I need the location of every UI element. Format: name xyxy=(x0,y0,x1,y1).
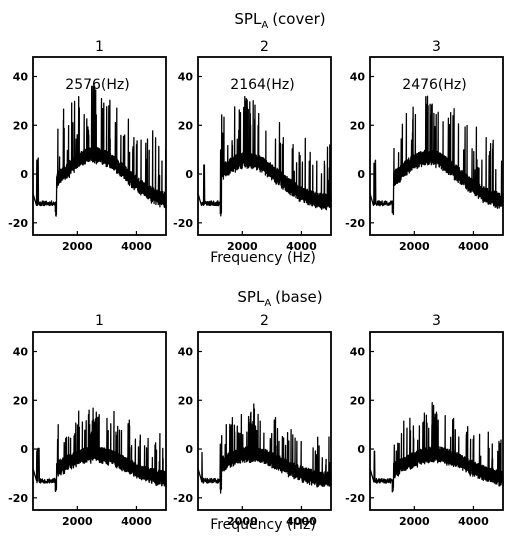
y-tick-label: 40 xyxy=(350,71,366,84)
plot-frame xyxy=(32,331,167,511)
peak-annotation: 2476(Hz) xyxy=(402,77,466,93)
y-tick-label: 20 xyxy=(178,394,194,407)
y-tick-label: 20 xyxy=(13,394,29,407)
group-title-main: SPL xyxy=(237,288,265,306)
x-tick-label: 2000 xyxy=(62,515,93,528)
y-tick-label: -20 xyxy=(173,217,193,230)
x-tick-label: 2000 xyxy=(62,240,93,253)
peak-annotation: 2576(Hz) xyxy=(65,77,129,93)
spectrum-panel: 3 40 20 0 -20 2000 4000 xyxy=(345,313,504,528)
peak-annotation: 2164(Hz) xyxy=(230,77,294,93)
x-tick-label: 4000 xyxy=(286,240,317,253)
y-tick-label: 40 xyxy=(13,346,29,359)
x-tick-label: 4000 xyxy=(121,240,152,253)
y-tick-label: 20 xyxy=(178,119,194,132)
panel-title: 2 xyxy=(260,313,269,329)
x-axis-label: Frequency (Hz) xyxy=(210,517,316,533)
y-tick-label: 0 xyxy=(357,168,365,181)
panel-title: 1 xyxy=(95,313,104,329)
spectrum-panel: 1 40 20 0 -20 2000 4000 2576(Hz) xyxy=(8,39,167,253)
x-tick-label: 4000 xyxy=(458,515,489,528)
x-tick-label: 2000 xyxy=(399,240,430,253)
group-title-suffix: (cover) xyxy=(272,10,325,28)
y-tick-label: 40 xyxy=(13,71,29,84)
y-tick-label: 40 xyxy=(350,346,366,359)
spectrum-trace xyxy=(197,95,332,217)
x-axis-label: Frequency (Hz) xyxy=(210,250,316,266)
y-tick-label: 20 xyxy=(350,119,366,132)
group-title-suffix: (base) xyxy=(275,288,322,306)
x-tick-label: 2000 xyxy=(399,515,430,528)
y-tick-label: 20 xyxy=(350,394,366,407)
plot-frame xyxy=(369,56,504,236)
spectrum-panel: 1 40 20 0 -20 2000 4000 xyxy=(8,313,167,528)
plot-frame xyxy=(32,56,167,236)
x-tick-label: 4000 xyxy=(458,240,489,253)
plot-frame xyxy=(369,331,504,511)
spectrum-trace xyxy=(369,402,504,493)
group-title-subscript: A xyxy=(264,298,271,309)
group-title: SPLA (base) xyxy=(237,288,322,309)
spectrum-trace xyxy=(369,95,504,216)
group-title-main: SPL xyxy=(234,10,262,28)
spectrum-panel: 2 40 20 0 -20 2000 4000 2164(Hz) xyxy=(173,39,332,253)
spectrum-trace xyxy=(32,407,167,493)
plot-frame xyxy=(197,56,332,236)
group-title: SPLA (cover) xyxy=(234,10,325,31)
y-tick-label: 0 xyxy=(185,443,193,456)
panel-title: 3 xyxy=(432,39,441,55)
y-tick-label: -20 xyxy=(8,217,28,230)
y-tick-label: 0 xyxy=(20,168,28,181)
y-tick-label: -20 xyxy=(345,217,365,230)
panel-title: 3 xyxy=(432,313,441,329)
panel-title: 1 xyxy=(95,39,104,55)
y-tick-label: -20 xyxy=(345,492,365,505)
spectrum-panel: 2 40 20 0 -20 2000 4000 xyxy=(173,313,332,528)
y-tick-label: 20 xyxy=(13,119,29,132)
y-tick-label: 0 xyxy=(185,168,193,181)
y-tick-label: -20 xyxy=(8,492,28,505)
x-tick-label: 4000 xyxy=(286,515,317,528)
x-tick-label: 2000 xyxy=(227,240,258,253)
panel-title: 2 xyxy=(260,39,269,55)
group-title-subscript: A xyxy=(261,20,268,31)
y-tick-label: 0 xyxy=(20,443,28,456)
x-tick-label: 4000 xyxy=(121,515,152,528)
y-tick-label: -20 xyxy=(173,492,193,505)
spectrum-trace xyxy=(32,85,167,217)
y-tick-label: 40 xyxy=(178,71,194,84)
plot-frame xyxy=(197,331,332,511)
y-tick-label: 40 xyxy=(178,346,194,359)
spectrum-panel: 3 40 20 0 -20 2000 4000 2476(Hz) xyxy=(345,39,504,253)
spectrum-trace xyxy=(197,403,332,494)
y-tick-label: 0 xyxy=(357,443,365,456)
x-tick-label: 2000 xyxy=(227,515,258,528)
